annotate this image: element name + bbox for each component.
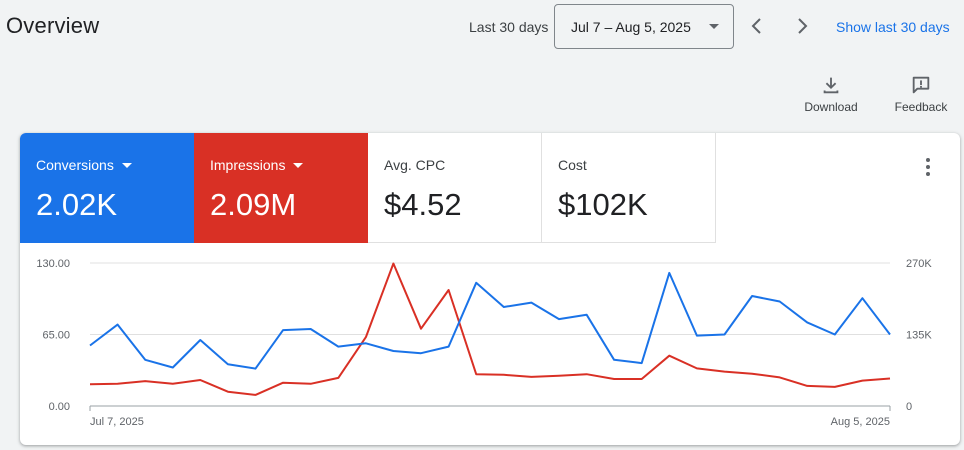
- right-axis-tick-label: 135K: [906, 330, 932, 342]
- feedback-button[interactable]: Feedback: [886, 74, 956, 114]
- metric-label-row: Conversions: [36, 157, 178, 173]
- metric-tile-impressions[interactable]: Impressions 2.09M: [194, 133, 368, 243]
- performance-card: Conversions 2.02K Impressions 2.09M Avg.…: [20, 133, 960, 445]
- left-axis-tick-label: 130.00: [36, 258, 70, 270]
- x-axis-tick-label: Jul 7, 2025: [90, 416, 144, 428]
- date-range-select[interactable]: Jul 7 – Aug 5, 2025: [554, 4, 734, 49]
- more-options-button[interactable]: [918, 157, 938, 177]
- performance-chart: 0.00 0 65.00 135K 130.00 270K Jul 7, 2025 Aug 5…: [36, 258, 932, 428]
- download-icon: [823, 77, 839, 94]
- left-axis-tick-label: 65.00: [42, 330, 70, 342]
- chevron-left-icon: [751, 18, 761, 34]
- more-vert-icon: [926, 165, 930, 169]
- download-button[interactable]: Download: [796, 74, 866, 114]
- feedback-icon: [912, 76, 930, 94]
- metric-label: Impressions: [210, 157, 286, 173]
- metric-value: $4.52: [384, 187, 462, 222]
- metric-label-row: Impressions: [210, 157, 352, 173]
- download-label: Download: [804, 100, 858, 114]
- metric-value: 2.09M: [210, 187, 297, 222]
- more-vert-icon: [926, 158, 930, 162]
- date-range-value: Jul 7 – Aug 5, 2025: [571, 18, 691, 35]
- chevron-right-icon: [798, 18, 808, 34]
- dropdown-arrow-icon: [709, 24, 719, 29]
- left-axis-tick-label: 0.00: [49, 401, 70, 413]
- range-label: Last 30 days: [469, 19, 549, 35]
- x-axis-tick-label: Aug 5, 2025: [831, 416, 890, 428]
- metric-label: Avg. CPC: [384, 157, 446, 173]
- series-line-impressions: [89, 262, 891, 396]
- page-title: Overview: [6, 13, 100, 38]
- feedback-label: Feedback: [894, 100, 948, 114]
- metric-value: $102K: [558, 187, 648, 222]
- series-line-conversions: [89, 271, 891, 370]
- metric-label: Cost: [558, 157, 587, 173]
- dropdown-arrow-icon: [293, 162, 304, 168]
- metric-label: Conversions: [36, 157, 114, 173]
- right-axis-tick-label: 0: [906, 401, 912, 413]
- metric-value: 2.02K: [36, 187, 118, 222]
- right-axis-tick-label: 270K: [906, 258, 932, 270]
- more-vert-icon: [926, 172, 930, 176]
- metric-tile-cost[interactable]: Cost $102K: [542, 133, 716, 243]
- previous-period-button[interactable]: [745, 14, 769, 38]
- show-last-30-days-link[interactable]: Show last 30 days: [836, 19, 950, 35]
- metric-tile-conversions[interactable]: Conversions 2.02K: [20, 133, 194, 243]
- next-period-button[interactable]: [790, 14, 814, 38]
- dropdown-arrow-icon: [121, 162, 132, 168]
- metric-tile-avg-cpc[interactable]: Avg. CPC $4.52: [368, 133, 542, 243]
